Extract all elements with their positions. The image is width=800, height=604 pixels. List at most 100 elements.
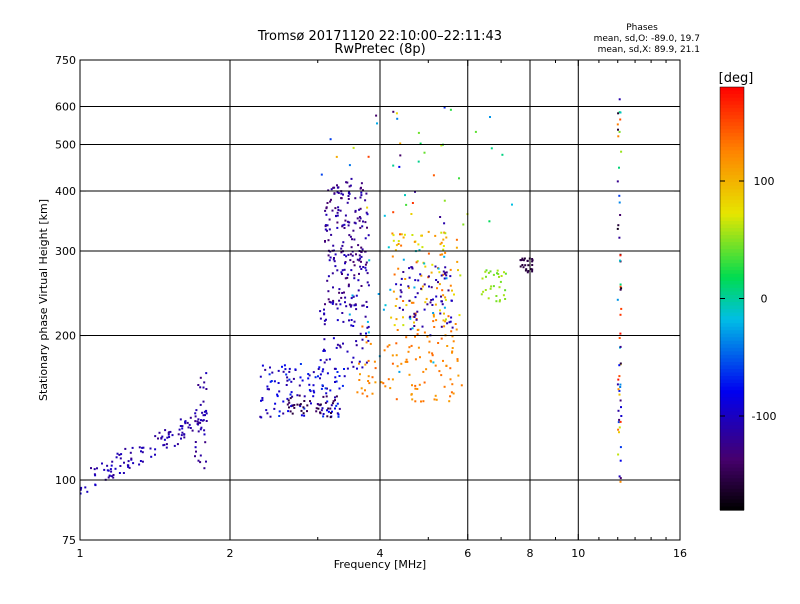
data-point <box>360 194 362 196</box>
data-point <box>330 301 332 303</box>
data-point <box>354 264 356 266</box>
data-point <box>532 259 534 261</box>
data-point <box>435 304 437 306</box>
data-point <box>450 269 452 271</box>
data-point <box>94 468 96 470</box>
data-point <box>430 360 432 362</box>
data-point <box>402 316 404 318</box>
data-point <box>200 377 202 379</box>
data-point <box>362 248 364 250</box>
data-point <box>443 325 445 327</box>
data-point <box>340 193 342 195</box>
data-point <box>439 313 441 315</box>
data-point <box>511 204 513 206</box>
colorbar-segment <box>720 175 744 179</box>
data-point <box>418 132 420 134</box>
data-point <box>428 253 430 255</box>
data-point <box>334 207 336 209</box>
data-point <box>451 351 453 353</box>
colorbar-segment <box>720 161 744 165</box>
data-point <box>402 309 404 311</box>
data-point <box>441 326 443 328</box>
data-point <box>408 346 410 348</box>
data-point <box>420 288 422 290</box>
data-point <box>418 161 420 163</box>
data-point <box>332 272 334 274</box>
data-point <box>112 477 114 479</box>
data-point <box>409 374 411 376</box>
data-point <box>308 384 310 386</box>
data-point <box>365 193 367 195</box>
data-point <box>172 434 174 436</box>
data-point <box>353 261 355 263</box>
data-point <box>101 463 103 465</box>
data-point <box>111 461 113 463</box>
data-point <box>365 333 367 335</box>
data-point <box>183 434 185 436</box>
data-point <box>322 368 324 370</box>
data-point <box>324 303 326 305</box>
data-point <box>396 298 398 300</box>
data-point <box>340 248 342 250</box>
data-point <box>417 279 419 281</box>
data-point <box>337 206 339 208</box>
data-point <box>322 384 324 386</box>
data-point <box>422 400 424 402</box>
data-point <box>401 233 403 235</box>
data-point <box>491 147 493 149</box>
colorbar-segment <box>720 432 744 436</box>
data-point <box>405 204 407 206</box>
data-point <box>336 227 338 229</box>
data-point <box>368 284 370 286</box>
x-tick-label: 2 <box>227 547 234 560</box>
data-point <box>322 350 324 352</box>
data-point <box>273 408 275 410</box>
data-point <box>499 286 501 288</box>
data-point <box>334 368 336 370</box>
data-point <box>197 422 199 424</box>
data-point <box>417 292 419 294</box>
data-point <box>197 384 199 386</box>
data-point <box>356 368 358 370</box>
colorbar-segment <box>720 394 744 398</box>
data-point <box>452 347 454 349</box>
data-point <box>444 266 446 268</box>
data-point <box>359 373 361 375</box>
data-point <box>337 212 339 214</box>
data-point <box>180 418 182 420</box>
colorbar-segment <box>720 126 744 130</box>
data-point <box>168 431 170 433</box>
colorbar-segment <box>720 200 744 204</box>
data-point <box>278 382 280 384</box>
data-point <box>328 254 330 256</box>
data-point <box>200 455 202 457</box>
colorbar-segment <box>720 358 744 362</box>
data-point <box>354 197 356 199</box>
colorbar-segment <box>720 411 744 415</box>
data-point <box>401 278 403 280</box>
data-point <box>140 450 142 452</box>
colorbar-segment <box>720 210 744 214</box>
data-point <box>444 296 446 298</box>
data-point <box>432 320 434 322</box>
data-point <box>428 351 430 353</box>
ionogram-chart: 1 2 4 6 8 10 16 75 100 200 300 400 500 600 750 Tromsø … <box>0 0 800 600</box>
data-point <box>416 388 418 390</box>
data-point <box>274 380 276 382</box>
data-point <box>414 279 416 281</box>
data-point <box>352 357 354 359</box>
data-point <box>361 225 363 227</box>
data-point <box>392 256 394 258</box>
data-point <box>161 436 163 438</box>
data-point <box>86 491 88 493</box>
data-point <box>164 429 166 431</box>
data-point <box>115 468 117 470</box>
data-point <box>260 400 262 402</box>
data-point <box>341 273 343 275</box>
data-point <box>366 262 368 264</box>
data-point <box>520 266 522 268</box>
colorbar-segment <box>720 320 744 324</box>
data-point <box>438 271 440 273</box>
data-point <box>333 400 335 402</box>
colorbar-segment <box>720 429 744 433</box>
